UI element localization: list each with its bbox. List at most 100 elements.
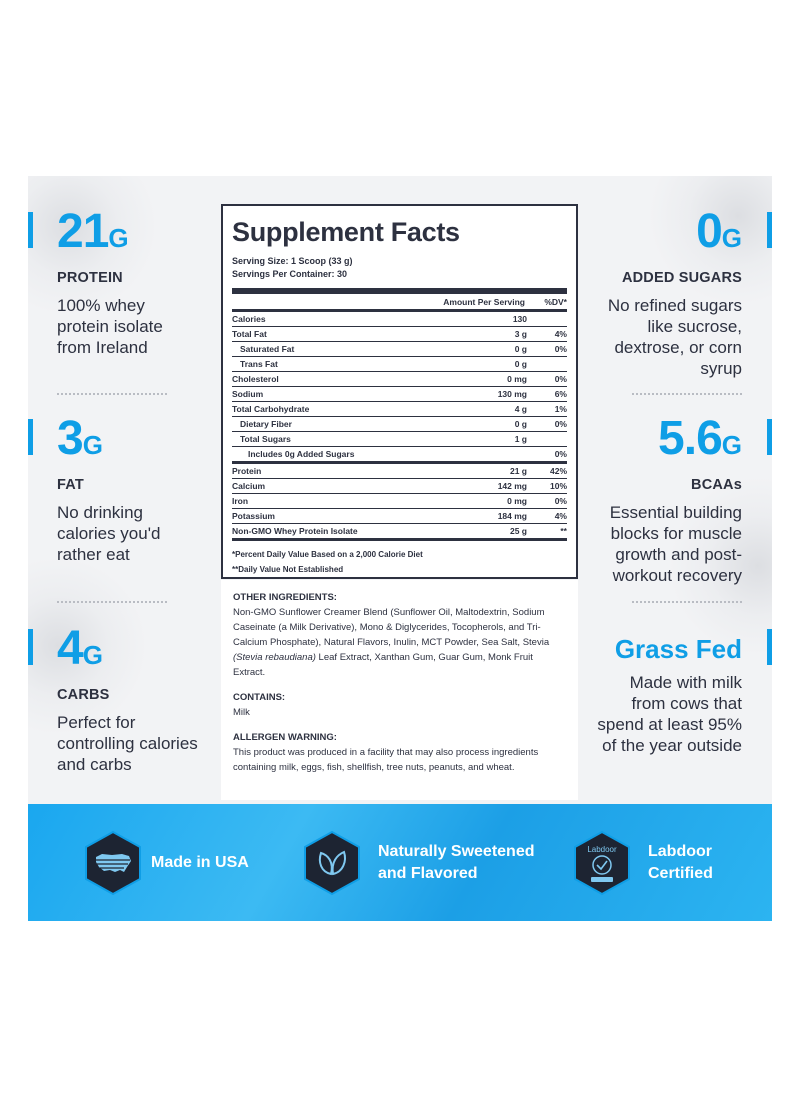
stat-value: 3G <box>57 412 103 465</box>
nutrient-dv: 0% <box>554 449 567 459</box>
accent-bar <box>767 629 772 665</box>
facts-row: Dietary Fiber 0 g 0% <box>232 417 567 432</box>
facts-row: Iron 0 mg 0% <box>232 494 567 509</box>
stat-value: 5.6G <box>658 412 742 465</box>
accent-bar <box>767 419 772 455</box>
facts-row: Potassium 184 mg 4% <box>232 509 567 524</box>
stat-description: Made with milk from cows that spend at lea… <box>597 673 742 755</box>
contains: CONTAINS: Milk <box>233 692 286 718</box>
ingredients-text: Non-GMO Sunflower Creamer Blend (Sunflow… <box>233 607 550 678</box>
leaves-icon <box>301 830 363 896</box>
stat-protein: 21G PROTEIN 100% whey protein isolate from… <box>57 208 163 358</box>
badge-made-in-usa: Made in USA <box>151 854 249 871</box>
stat-label: ADDED SUGARS <box>621 270 742 286</box>
facts-row: Non-GMO Whey Protein Isolate 25 g ** <box>232 524 567 541</box>
nutrient-dv: 0% <box>554 419 567 429</box>
nutrient-amount: 184 mg <box>497 511 527 521</box>
stat-fat: 3G FAT No drinking calories you'd rather e… <box>57 415 160 565</box>
stat-description: No drinking calories you'd rather eat <box>57 503 161 564</box>
divider <box>57 393 167 395</box>
nutrient-dv: 0% <box>554 496 567 506</box>
stat-description: No refined sugars like sucrose, dextrose, … <box>607 296 742 378</box>
allergen-warning: ALLERGEN WARNING: This product was produ… <box>233 732 539 773</box>
stat-value: 0G <box>696 205 742 258</box>
stat-added-sugars: 0G ADDED SUGARS No refined sugars like su… <box>608 208 742 379</box>
stat-description: Perfect for controlling calories and carbs <box>57 713 198 774</box>
divider <box>232 288 567 294</box>
nutrient-amount: 21 g <box>509 466 527 476</box>
stat-description: 100% whey protein isolate from Ireland <box>57 296 163 357</box>
badge-labdoor-certified: Labdoor Certified <box>648 843 713 882</box>
nutrient-amount <box>457 447 537 461</box>
supplement-facts-panel: Supplement Facts Serving Size: 1 Scoop (… <box>221 204 578 579</box>
nutrient-dv: 6% <box>554 389 567 399</box>
divider <box>632 393 742 395</box>
nutrient-dv: 10% <box>549 481 567 491</box>
facts-row: Total Carbohydrate 4 g 1% <box>232 402 567 417</box>
nutrient-name: Calories <box>232 314 266 324</box>
nutrient-name: Potassium <box>232 511 275 521</box>
ingredients-panel: OTHER INGREDIENTS: Non-GMO Sunflower Cre… <box>221 580 578 800</box>
facts-row: Saturated Fat 0 g 0% <box>232 342 567 357</box>
nutrient-dv <box>537 312 567 326</box>
nutrient-amount: 4 g <box>514 404 527 414</box>
nutrient-name: Protein <box>232 466 262 476</box>
nutrient-amount: 0 g <box>514 359 527 369</box>
nutrient-dv <box>537 432 567 446</box>
nutrient-dv: 4% <box>554 511 567 521</box>
stat-description: Essential building blocks for muscle growt… <box>609 503 742 585</box>
stat-carbs: 4G CARBS Perfect for controlling calories… <box>57 625 198 775</box>
facts-rows: Calories 130 Total Fat 3 g 4% Saturated Fat 0 … <box>232 312 567 541</box>
nutrient-amount: 3 g <box>514 329 527 339</box>
nutrient-name: Calcium <box>232 481 266 491</box>
nutrient-name: Dietary Fiber <box>240 419 292 429</box>
nutrient-dv: 4% <box>554 329 567 339</box>
facts-row: Total Sugars 1 g <box>232 432 567 447</box>
facts-footnotes: *Percent Daily Value Based on a 2,000 Ca… <box>232 550 423 574</box>
nutrient-name: Non-GMO Whey Protein Isolate <box>232 526 358 536</box>
facts-title: Supplement Facts <box>232 217 460 247</box>
nutrient-name: Trans Fat <box>240 359 278 369</box>
facts-row: Sodium 130 mg 6% <box>232 387 567 402</box>
svg-text:Labdoor: Labdoor <box>587 845 617 854</box>
accent-bar <box>28 212 33 248</box>
stat-value: 21G <box>57 205 129 258</box>
divider <box>632 601 742 603</box>
badge-band: Made in USA Naturally Sweetened and Flav… <box>28 804 772 921</box>
nutrient-dv: ** <box>560 526 567 536</box>
stat-grass-fed: Grass Fed Made with milk from cows that sp… <box>597 634 742 756</box>
facts-row: Trans Fat 0 g <box>232 357 567 372</box>
nutrient-name: Cholesterol <box>232 374 279 384</box>
accent-bar <box>767 212 772 248</box>
nutrient-dv: 1% <box>554 404 567 414</box>
stat-bcaas: 5.6G BCAAs Essential building blocks for … <box>610 415 742 586</box>
nutrient-dv: 0% <box>554 374 567 384</box>
nutrient-name: Total Fat <box>232 329 267 339</box>
facts-row: Calories 130 <box>232 312 567 327</box>
serving-info: Serving Size: 1 Scoop (33 g) Servings Pe… <box>232 256 353 279</box>
nutrient-name: Saturated Fat <box>240 344 295 354</box>
other-ingredients: OTHER INGREDIENTS: Non-GMO Sunflower Cre… <box>233 590 566 680</box>
nutrient-dv: 0% <box>554 344 567 354</box>
nutrient-amount: 130 <box>512 314 527 324</box>
accent-bar <box>28 419 33 455</box>
nutrient-amount: 1 g <box>514 434 527 444</box>
nutrient-amount: 130 mg <box>497 389 527 399</box>
divider <box>57 601 167 603</box>
facts-row: Calcium 142 mg 10% <box>232 479 567 494</box>
stat-label: PROTEIN <box>57 270 123 286</box>
stat-label: FAT <box>57 477 84 493</box>
nutrient-name: Sodium <box>232 389 264 399</box>
nutrient-amount: 0 mg <box>507 496 527 506</box>
nutrient-amount: 25 g <box>509 526 527 536</box>
labdoor-icon: Labdoor <box>571 830 633 896</box>
nutrient-amount: 0 g <box>514 344 527 354</box>
nutrient-dv <box>537 357 567 371</box>
nutrient-name: Total Sugars <box>240 434 291 444</box>
facts-row: Cholesterol 0 mg 0% <box>232 372 567 387</box>
nutrient-dv: 42% <box>549 466 567 476</box>
accent-bar <box>28 629 33 665</box>
facts-row: Total Fat 3 g 4% <box>232 327 567 342</box>
nutrient-name: Total Carbohydrate <box>232 404 310 414</box>
nutrient-amount: 0 g <box>514 419 527 429</box>
